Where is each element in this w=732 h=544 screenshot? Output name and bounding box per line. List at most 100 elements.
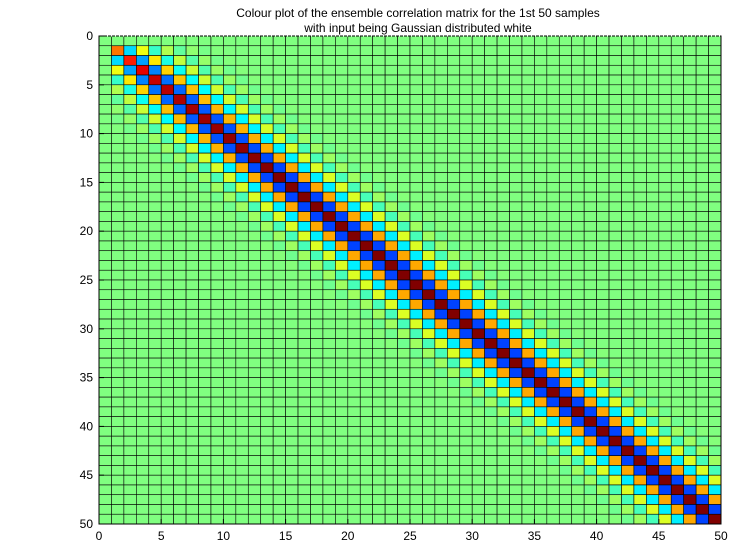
heatmap-cell	[484, 406, 498, 417]
heatmap-cell	[571, 230, 585, 242]
heatmap-cell	[384, 318, 398, 330]
heatmap-cell	[148, 299, 162, 310]
heatmap-cell	[546, 328, 560, 339]
heatmap-cell	[347, 269, 361, 281]
heatmap-cell	[670, 191, 684, 203]
heatmap-cell	[409, 406, 423, 417]
heatmap-cell	[521, 250, 535, 261]
heatmap-cell	[670, 484, 684, 496]
heatmap-cell	[471, 513, 485, 525]
heatmap-cell	[447, 474, 461, 486]
heatmap-cell	[434, 465, 448, 476]
heatmap-cell	[322, 221, 336, 232]
heatmap-cell	[534, 445, 548, 456]
heatmap-cell	[695, 123, 709, 134]
heatmap-cell	[422, 74, 436, 86]
heatmap-cell	[521, 289, 535, 300]
heatmap-cell	[347, 84, 361, 95]
heatmap-cell	[198, 435, 212, 447]
heatmap-cell	[658, 513, 672, 525]
heatmap-cell	[185, 55, 199, 66]
heatmap-cell	[160, 484, 174, 496]
heatmap-cell	[185, 338, 199, 349]
heatmap-cell	[546, 55, 560, 66]
heatmap-cell	[496, 318, 510, 330]
heatmap-cell	[484, 269, 498, 281]
heatmap-cell	[658, 162, 672, 173]
heatmap-cell	[683, 152, 697, 164]
heatmap-cell	[447, 104, 461, 115]
heatmap-cell	[347, 396, 361, 408]
heatmap-cell	[160, 182, 174, 193]
heatmap-cell	[322, 396, 336, 408]
heatmap-cell	[633, 377, 647, 388]
heatmap-cell	[571, 191, 585, 203]
heatmap-cell	[285, 162, 299, 173]
heatmap-cell	[633, 299, 647, 310]
heatmap-cell	[148, 308, 162, 320]
heatmap-cell	[310, 357, 324, 369]
heatmap-cell	[459, 377, 473, 388]
heatmap-cell	[521, 279, 535, 291]
heatmap-cell	[546, 357, 560, 369]
heatmap-cell	[260, 201, 274, 212]
heatmap-cell	[534, 387, 548, 398]
heatmap-cell	[198, 269, 212, 281]
heatmap-cell	[359, 504, 373, 515]
heatmap-cell	[198, 465, 212, 476]
heatmap-cell	[683, 435, 697, 447]
heatmap-cell	[173, 465, 187, 476]
heatmap-cell	[160, 328, 174, 339]
heatmap-cell	[409, 104, 423, 115]
heatmap-cell	[347, 348, 361, 359]
heatmap-cell	[322, 416, 336, 427]
heatmap-cell	[384, 94, 398, 105]
heatmap-cell	[285, 74, 299, 86]
heatmap-cell	[359, 64, 373, 76]
heatmap-cell	[447, 260, 461, 271]
heatmap-cell	[123, 172, 137, 183]
heatmap-cell	[397, 201, 411, 212]
heatmap-cell	[521, 94, 535, 105]
heatmap-cell	[397, 494, 411, 505]
heatmap-cell	[447, 318, 461, 330]
heatmap-cell	[235, 240, 249, 252]
y-tick-label: 35	[80, 371, 94, 385]
heatmap-cell	[123, 455, 137, 466]
heatmap-cell	[235, 513, 249, 525]
heatmap-cell	[422, 240, 436, 252]
heatmap-cell	[173, 348, 187, 359]
heatmap-cell	[397, 269, 411, 281]
heatmap-cell	[384, 143, 398, 154]
heatmap-cell	[272, 504, 286, 515]
heatmap-cell	[210, 221, 224, 232]
heatmap-cell	[583, 104, 597, 115]
heatmap-cell	[310, 230, 324, 242]
heatmap-cell	[359, 113, 373, 125]
heatmap-cell	[571, 113, 585, 125]
heatmap-cell	[272, 308, 286, 320]
heatmap-cell	[658, 113, 672, 125]
heatmap-cell	[683, 74, 697, 86]
heatmap-cell	[583, 396, 597, 408]
heatmap-cell	[347, 465, 361, 476]
heatmap-cell	[484, 318, 498, 330]
heatmap-cell	[285, 504, 299, 515]
heatmap-cell	[422, 289, 436, 300]
heatmap-cell	[422, 143, 436, 154]
y-tick-label: 30	[80, 322, 94, 336]
heatmap-cell	[571, 260, 585, 271]
heatmap-cell	[534, 260, 548, 271]
heatmap-cell	[558, 426, 573, 437]
heatmap-cell	[583, 455, 597, 466]
x-tick-label: 15	[279, 529, 293, 543]
heatmap-cell	[148, 435, 162, 447]
heatmap-cell	[223, 474, 237, 486]
heatmap-cell	[621, 357, 635, 369]
heatmap-cell	[447, 191, 461, 203]
heatmap-cell	[571, 94, 585, 105]
heatmap-cell	[111, 55, 125, 66]
heatmap-cell	[596, 45, 610, 56]
heatmap-cell	[633, 357, 647, 369]
heatmap-cell	[658, 338, 672, 349]
